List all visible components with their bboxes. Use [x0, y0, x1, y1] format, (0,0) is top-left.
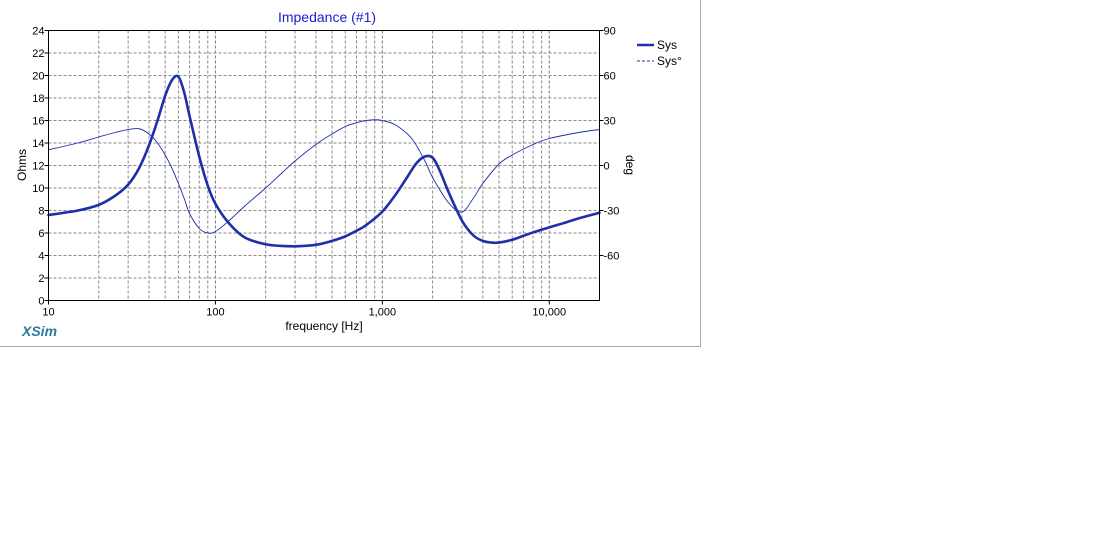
y2-axis-label: deg	[623, 155, 637, 175]
y2-tick-label: -60	[604, 251, 620, 263]
y-tick-label: 2	[38, 273, 44, 285]
y-tick-label: 24	[32, 26, 44, 38]
chart-panel: Impedance (#1) 0 2 4 6 8 10 12 14 16 18 20 22 24 -60…	[0, 0, 701, 347]
y-tick-label: 14	[32, 138, 44, 150]
y2-tick-label: -30	[604, 206, 620, 218]
y-tick-label: 20	[32, 71, 44, 83]
y-axis-label: Ohms	[15, 149, 29, 181]
x-tick-label: 10	[42, 307, 54, 319]
series-group	[47, 74, 601, 248]
y2-tick-label: 0	[604, 161, 610, 173]
chart-title: Impedance (#1)	[278, 9, 376, 25]
grid	[48, 30, 600, 301]
y-tick-label: 0	[38, 296, 44, 308]
series-line-sys	[47, 74, 601, 248]
y-tick-label: 16	[32, 116, 44, 128]
y2-tick-label: 90	[604, 26, 616, 38]
y2-tick-label: 60	[604, 71, 616, 83]
y-tick-label: 6	[38, 228, 44, 240]
legend: Sys Sys°	[637, 38, 682, 68]
series-line-sys-phase	[48, 119, 600, 234]
xsim-logo: XSim	[22, 323, 58, 339]
y-tick-label: 22	[32, 48, 44, 60]
y-tick-label: 4	[38, 251, 44, 263]
y2-tick-label: 30	[604, 116, 616, 128]
y-tick-label: 18	[32, 93, 44, 105]
y-tick-label: 12	[32, 161, 44, 173]
legend-label-sys-phase: Sys°	[657, 54, 682, 68]
legend-label-sys: Sys	[657, 38, 677, 52]
x-axis-label: frequency [Hz]	[285, 319, 362, 333]
x-axis: 10 100 1,000 10,000	[42, 300, 566, 319]
y-tick-label: 8	[38, 206, 44, 218]
y2-axis: -60 -30 0 30 60 90	[599, 26, 620, 263]
x-tick-label: 10,000	[532, 307, 566, 319]
x-tick-label: 100	[206, 307, 224, 319]
x-tick-label: 1,000	[369, 307, 397, 319]
y-tick-label: 10	[32, 183, 44, 195]
